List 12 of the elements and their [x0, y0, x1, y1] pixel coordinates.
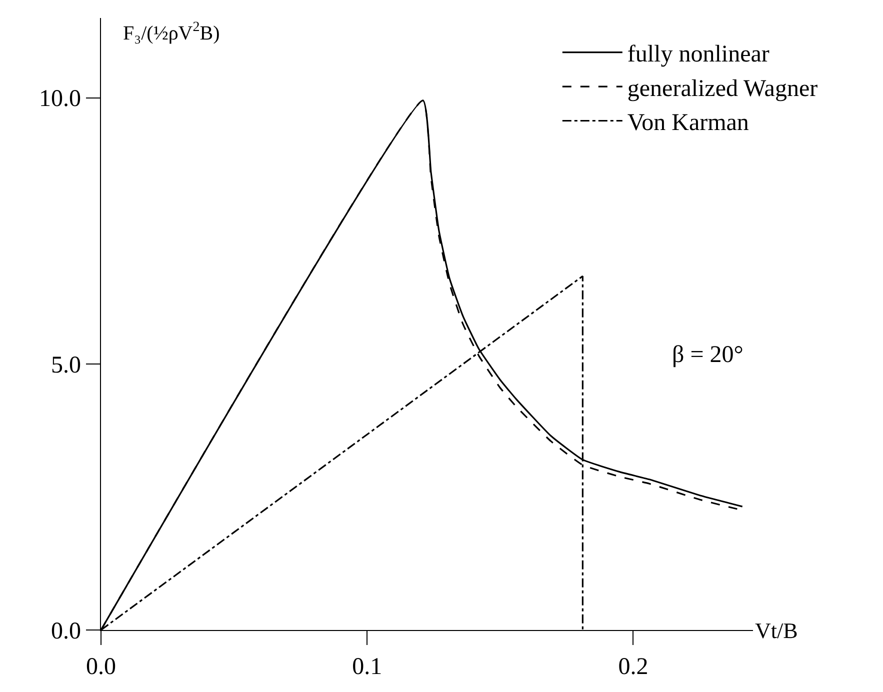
- legend-label: generalized Wagner: [627, 76, 818, 102]
- legend-label: fully nonlinear: [627, 42, 770, 68]
- y-axis-title: F₃/(½ρV$^{2}$B): [123, 20, 220, 44]
- x-tick-label: 0.0: [86, 654, 116, 680]
- x-tick-label: 0.1: [352, 654, 382, 680]
- y-tick-label: 0.0: [51, 618, 82, 644]
- annotation: β = 20°: [672, 342, 744, 368]
- x-axis-title: Vt/B: [755, 618, 798, 643]
- y-tick-label: 5.0: [51, 352, 82, 378]
- y-tick-label: 10.0: [39, 86, 82, 112]
- legend-label: Von Karman: [627, 110, 749, 136]
- x-tick-label: 0.2: [618, 654, 648, 680]
